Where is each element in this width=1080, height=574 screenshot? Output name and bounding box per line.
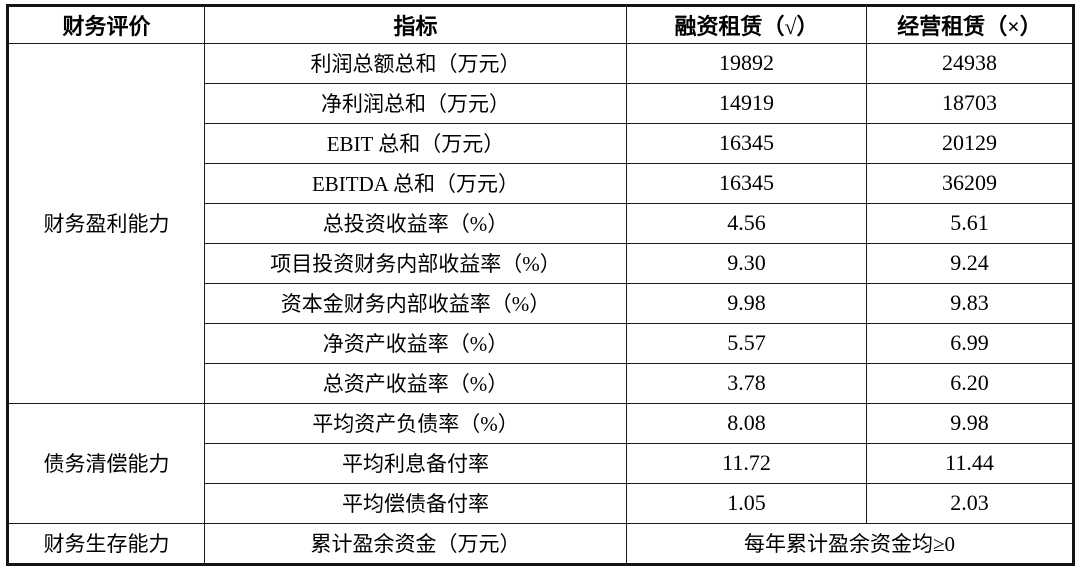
table-row: 资本金财务内部收益率（%） 9.98 9.83	[8, 282, 1074, 324]
table-row: 总投资收益率（%） 4.56 5.61	[8, 202, 1074, 244]
value-cell-finance: 19892	[626, 43, 867, 84]
indicator-cell: 总投资收益率（%）	[204, 202, 627, 244]
value-cell-finance: 11.72	[626, 442, 867, 484]
value-cell-finance: 4.56	[626, 202, 867, 244]
value-cell-finance: 8.08	[626, 402, 867, 444]
value-cell-finance: 1.05	[626, 482, 867, 524]
value-cell-operating: 11.44	[866, 442, 1074, 484]
indicator-cell: 净资产收益率（%）	[204, 322, 627, 364]
header-cell-evaluation: 财务评价	[7, 5, 205, 44]
financial-evaluation-table: 财务评价 指标 融资租赁（√） 经营租赁（×） 财务盈利能力 利润总额总和（万元…	[6, 4, 1075, 566]
value-cell-operating: 9.24	[866, 242, 1074, 284]
value-cell-operating: 9.98	[866, 402, 1074, 444]
indicator-cell: 总资产收益率（%）	[204, 362, 627, 404]
value-cell-operating: 6.20	[866, 362, 1074, 404]
indicator-cell: 累计盈余资金（万元）	[204, 522, 627, 566]
indicator-cell: 项目投资财务内部收益率（%）	[204, 242, 627, 284]
indicator-cell: 资本金财务内部收益率（%）	[204, 282, 627, 324]
indicator-cell: 利润总额总和（万元）	[204, 43, 627, 84]
indicator-cell: 平均利息备付率	[204, 442, 627, 484]
indicator-cell: 净利润总和（万元）	[204, 82, 627, 124]
value-cell-operating: 5.61	[866, 202, 1074, 244]
value-cell-operating: 2.03	[866, 482, 1074, 524]
indicator-cell: 平均资产负债率（%）	[204, 402, 627, 444]
value-cell-operating: 24938	[866, 43, 1074, 84]
value-cell-finance: 14919	[626, 82, 867, 124]
header-row: 财务评价 指标 融资租赁（√） 经营租赁（×）	[7, 5, 1074, 44]
value-cell-finance: 3.78	[626, 362, 867, 404]
indicator-cell: 平均偿债备付率	[204, 482, 627, 524]
group-cell-viability: 财务生存能力	[7, 522, 205, 566]
merged-value-cell: 每年累计盈余资金均≥0	[626, 522, 1074, 566]
header-cell-indicator: 指标	[204, 5, 627, 44]
table-row: 平均利息备付率 11.72 11.44	[8, 442, 1074, 484]
value-cell-finance: 9.30	[626, 242, 867, 284]
table-row: 财务盈利能力 利润总额总和（万元） 19892 24938	[7, 43, 1074, 404]
value-cell-operating: 36209	[866, 162, 1074, 204]
group-cell-debt-repayment: 债务清偿能力	[7, 402, 205, 524]
indicator-cell: EBIT 总和（万元）	[204, 122, 627, 164]
value-cell-operating: 18703	[866, 82, 1074, 124]
header-cell-operating-lease: 经营租赁（×）	[866, 5, 1074, 44]
value-cell-finance: 16345	[626, 162, 867, 204]
group-cell-profitability: 财务盈利能力	[7, 43, 205, 404]
value-cell-operating: 6.99	[866, 322, 1074, 364]
value-cell-finance: 16345	[626, 122, 867, 164]
table-row: 净利润总和（万元） 14919 18703	[8, 82, 1074, 124]
table-row: 总资产收益率（%） 3.78 6.20	[8, 362, 1074, 404]
header-cell-finance-lease: 融资租赁（√）	[626, 5, 867, 44]
indicator-cell: EBITDA 总和（万元）	[204, 162, 627, 204]
value-cell-operating: 9.83	[866, 282, 1074, 324]
value-cell-operating: 20129	[866, 122, 1074, 164]
table-row: 项目投资财务内部收益率（%） 9.30 9.24	[8, 242, 1074, 284]
table-row: 财务生存能力 累计盈余资金（万元） 每年累计盈余资金均≥0	[7, 522, 1074, 566]
value-cell-finance: 5.57	[626, 322, 867, 364]
value-cell-finance: 9.98	[626, 282, 867, 324]
table-row: 净资产收益率（%） 5.57 6.99	[8, 322, 1074, 364]
table-row: 债务清偿能力 平均资产负债率（%） 8.08 9.98	[7, 402, 1074, 524]
